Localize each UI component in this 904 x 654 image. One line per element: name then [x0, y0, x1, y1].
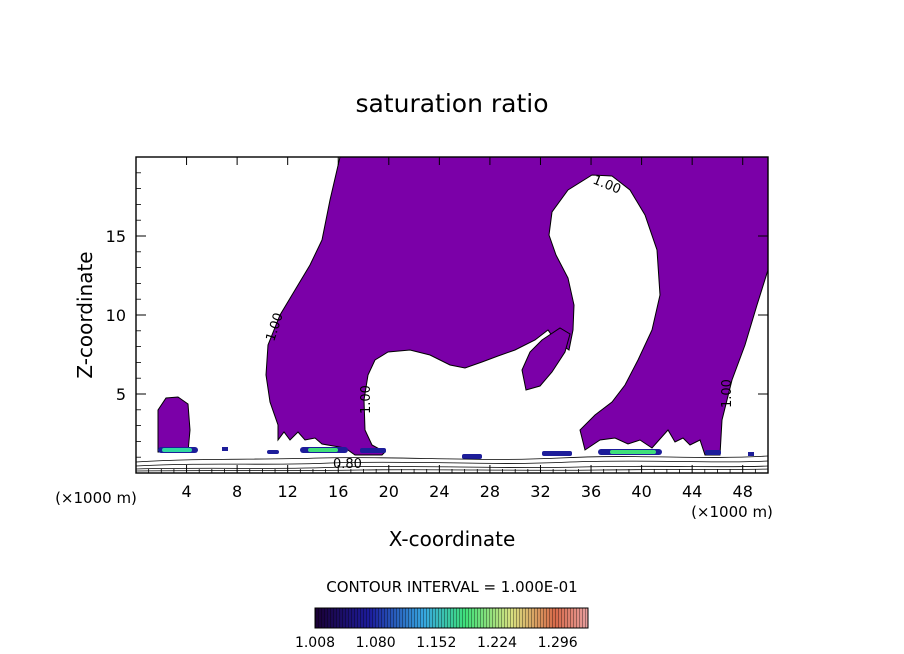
- subsaturated-contour-lines: [136, 455, 768, 472]
- colorbar-tick-label: 1.152: [416, 635, 456, 651]
- isolated-saturated-blob: [521, 327, 571, 391]
- colorbar-tick-label: 1.296: [538, 635, 578, 651]
- colorbar-tick-label: 1.224: [477, 635, 517, 651]
- x-tick-label: 4: [181, 482, 191, 501]
- contour-label-4: 1.00: [720, 379, 735, 408]
- y-axis-label: Z-coordinate: [73, 251, 97, 378]
- saturation-fields: [136, 157, 768, 472]
- x-tick-label: 24: [429, 482, 449, 501]
- x-tick-label: 12: [278, 482, 298, 501]
- x-tick-label: 36: [581, 482, 601, 501]
- x-tick-label: 16: [328, 482, 348, 501]
- main-saturated-region: [265, 157, 768, 456]
- contour-interval-text: CONTOUR INTERVAL = 1.000E-01: [326, 578, 577, 596]
- colorbar-tick-label: 1.080: [356, 635, 396, 651]
- colorbar-frame: [314, 607, 589, 629]
- y-axis: 5 10 15: [106, 172, 768, 458]
- plot-area: 1.00 1.00 1.00 1.00 0.80: [135, 156, 769, 474]
- colorbar-tick-label: 1.008: [295, 635, 335, 651]
- left-saturated-column: [157, 396, 191, 453]
- x-tick-label: 44: [682, 482, 702, 501]
- colorbar: [314, 607, 589, 629]
- x-unit-label-left: (×1000 m): [55, 489, 137, 507]
- x-tick-label: 32: [530, 482, 550, 501]
- high-supersaturation-streaks: [158, 447, 754, 459]
- x-tick-label: 28: [480, 482, 500, 501]
- x-axis: 4 8 12 16 20 24 28 32 36 40 44 48: [148, 157, 756, 501]
- contour-label-3: 1.00: [359, 385, 374, 414]
- colorbar-ticks: 1.008 1.080 1.152 1.224 1.296: [295, 635, 578, 651]
- y-tick-label: 15: [106, 227, 126, 246]
- x-unit-label-right: (×1000 m): [691, 503, 773, 521]
- x-tick-label: 20: [379, 482, 399, 501]
- contour-label-5: 0.80: [333, 457, 362, 472]
- chart-title: saturation ratio: [355, 89, 548, 118]
- x-tick-label: 40: [631, 482, 651, 501]
- x-axis-label: X-coordinate: [389, 527, 516, 551]
- x-tick-label: 8: [232, 482, 242, 501]
- x-tick-label: 48: [733, 482, 753, 501]
- y-tick-label: 10: [106, 306, 126, 325]
- y-tick-label: 5: [116, 385, 126, 404]
